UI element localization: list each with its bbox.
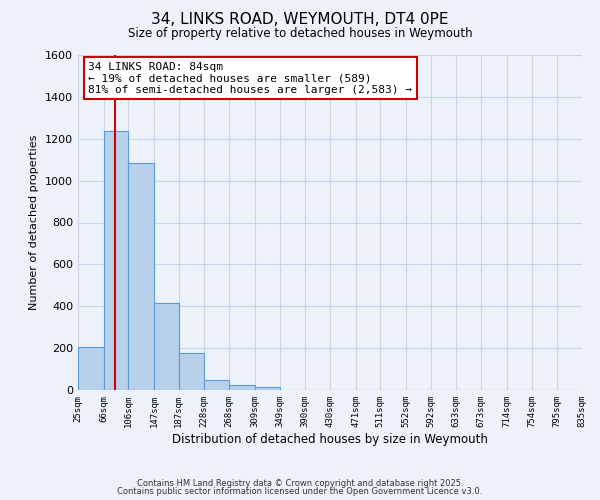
Bar xyxy=(255,387,280,390)
Bar xyxy=(128,163,154,390)
Bar xyxy=(179,354,205,390)
Text: Size of property relative to detached houses in Weymouth: Size of property relative to detached ho… xyxy=(128,28,472,40)
Text: Contains public sector information licensed under the Open Government Licence v3: Contains public sector information licen… xyxy=(118,487,482,496)
Bar xyxy=(104,132,128,390)
Bar xyxy=(154,303,179,390)
Text: 34 LINKS ROAD: 84sqm
← 19% of detached houses are smaller (589)
81% of semi-deta: 34 LINKS ROAD: 84sqm ← 19% of detached h… xyxy=(88,62,412,95)
Text: Contains HM Land Registry data © Crown copyright and database right 2025.: Contains HM Land Registry data © Crown c… xyxy=(137,478,463,488)
Bar xyxy=(78,347,104,390)
Bar xyxy=(229,385,255,390)
X-axis label: Distribution of detached houses by size in Weymouth: Distribution of detached houses by size … xyxy=(172,432,488,446)
Y-axis label: Number of detached properties: Number of detached properties xyxy=(29,135,40,310)
Text: 34, LINKS ROAD, WEYMOUTH, DT4 0PE: 34, LINKS ROAD, WEYMOUTH, DT4 0PE xyxy=(151,12,449,28)
Bar xyxy=(205,380,229,390)
